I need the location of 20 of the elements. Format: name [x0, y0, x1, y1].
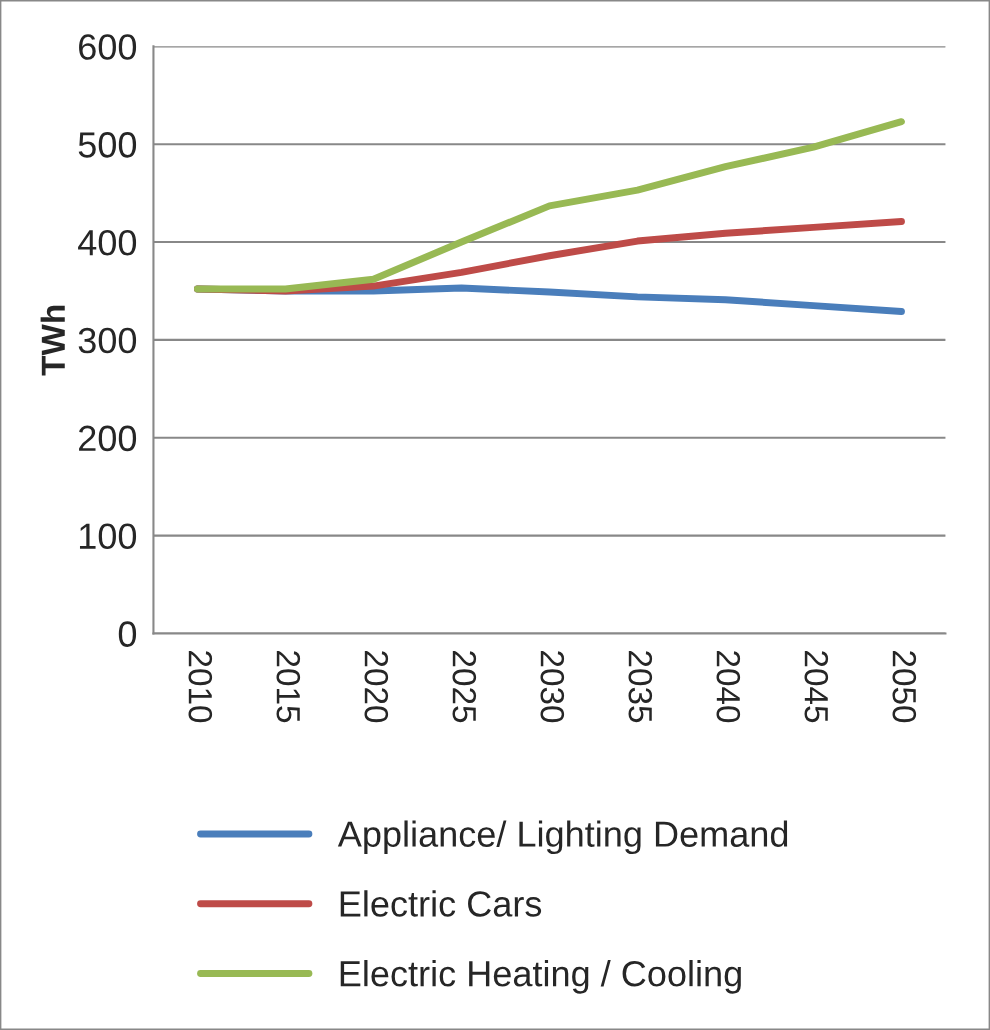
x-tick-label: 2040	[716, 651, 741, 723]
x-tick-label: 2025	[452, 651, 477, 723]
y-tick-label: 200	[79, 425, 137, 452]
y-tick-label: 600	[79, 34, 137, 60]
y-tick-label: 400	[78, 229, 137, 256]
x-tick-label: 2035	[628, 651, 653, 723]
y-tick-label: 300	[78, 327, 137, 354]
x-tick-label: 2030	[540, 651, 565, 723]
legend-label: Electric Heating / Cooling	[340, 960, 741, 994]
legend-label: Appliance/ Lighting Demand	[337, 820, 788, 855]
legend-label: Electric Cars	[340, 890, 542, 917]
x-tick-label: 2010	[188, 651, 213, 723]
x-tick-label: 2045	[804, 651, 829, 723]
y-tick-label: 100	[79, 523, 137, 550]
x-tick-label: 2015	[276, 651, 301, 723]
x-tick-label: 2050	[892, 651, 917, 723]
x-tick-label: 2020	[364, 651, 389, 723]
y-tick-label: 500	[78, 132, 137, 158]
y-tick-label: 0	[118, 621, 137, 647]
y-axis-title: TWh	[40, 305, 65, 376]
